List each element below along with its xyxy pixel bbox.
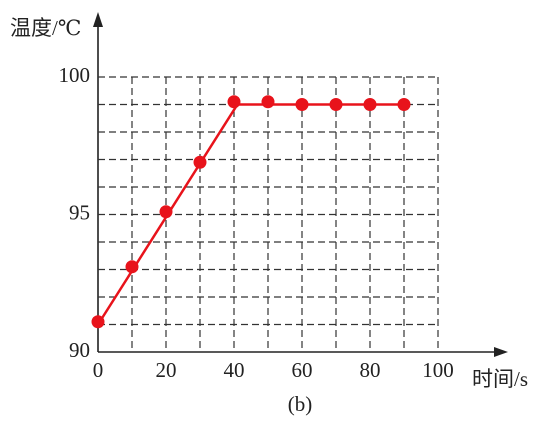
x-tick-label: 0: [93, 358, 104, 382]
data-point: [329, 98, 343, 111]
caption: (b): [288, 392, 313, 416]
y-tick-label: 100: [59, 63, 91, 87]
data-point: [193, 155, 207, 169]
y-tick-label: 90: [69, 338, 90, 362]
data-point: [261, 95, 275, 109]
x-tick-label: 20: [156, 358, 177, 382]
data-point: [363, 98, 377, 111]
x-axis-arrow: [494, 347, 508, 357]
x-tick-label: 40: [224, 358, 245, 382]
data-point: [125, 260, 139, 274]
x-tick-label: 60: [292, 358, 313, 382]
data-point: [159, 205, 173, 219]
x-axis-label: 时间/s: [472, 367, 528, 391]
y-axis-arrow: [93, 12, 103, 27]
data-point: [91, 315, 105, 329]
x-tick-label: 80: [360, 358, 381, 382]
y-tick-label: 95: [69, 200, 90, 224]
x-tick-label: 100: [422, 358, 454, 382]
y-axis-label: 温度/℃: [10, 16, 81, 40]
data-point: [295, 98, 309, 111]
data-point: [397, 98, 411, 111]
data-point: [227, 95, 241, 109]
